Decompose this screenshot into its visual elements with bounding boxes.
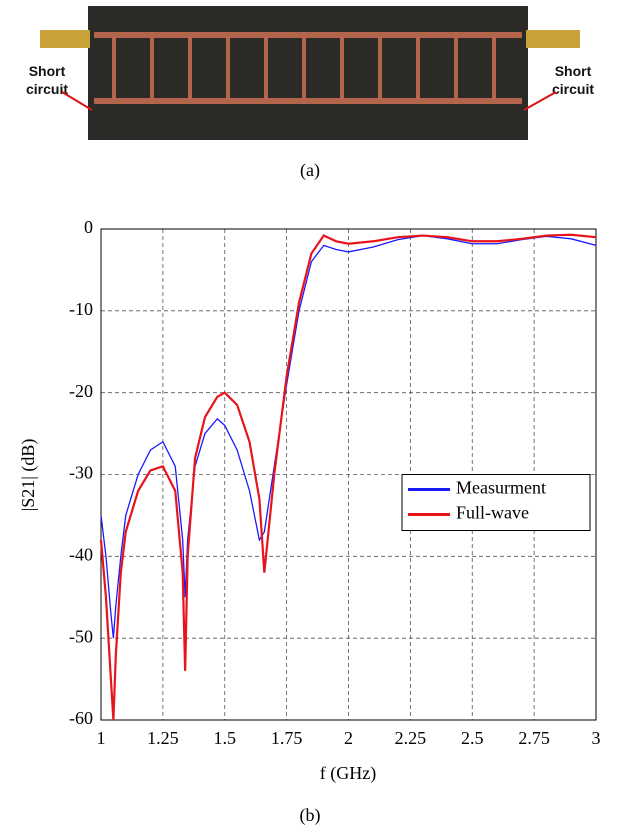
x-tick-label: 2.25 (395, 728, 427, 748)
x-tick-label: 3 (592, 728, 601, 748)
x-tick-label: 2.5 (461, 728, 484, 748)
x-tick-label: 1.5 (214, 728, 237, 748)
y-tick-label: -10 (69, 299, 93, 319)
y-axis-label: |S21| (dB) (18, 439, 39, 512)
x-tick-label: 1.75 (271, 728, 303, 748)
short-circuit-label: Short circuit (25, 63, 68, 97)
pcb-photo (40, 6, 580, 140)
x-tick-label: 2.75 (518, 728, 550, 748)
y-tick-label: -20 (69, 381, 93, 401)
legend-label: Measurment (456, 478, 546, 498)
y-tick-label: -30 (69, 463, 93, 483)
plot-frame (100, 228, 597, 721)
x-tick-label: 1 (97, 728, 106, 748)
x-axis-label: f (GHz) (320, 763, 376, 784)
short-circuit-label: Short circuit (551, 63, 594, 97)
caption: (b) (300, 805, 321, 826)
legend: Measurment Full-wave (401, 474, 591, 531)
legend-label: Full-wave (456, 503, 529, 523)
y-tick-label: 0 (84, 217, 93, 237)
data-line (99, 233, 597, 721)
y-tick-label: -40 (69, 544, 93, 564)
caption: (a) (300, 160, 320, 181)
y-tick-label: -50 (69, 626, 93, 646)
x-tick-label: 1.25 (147, 728, 179, 748)
legend-box (401, 474, 591, 531)
y-tick-label: -60 (69, 708, 93, 728)
x-tick-label: 2 (344, 728, 353, 748)
